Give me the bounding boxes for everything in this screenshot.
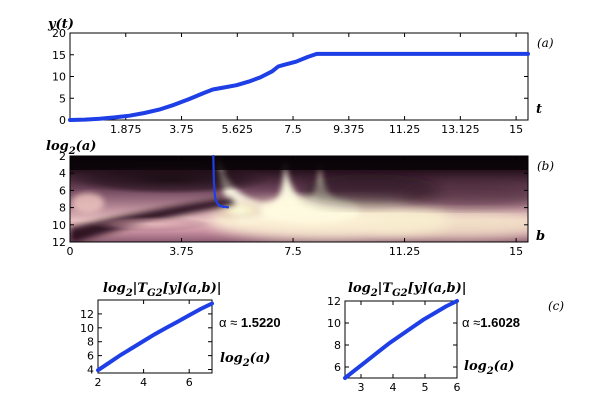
panel-b-y-tick-label: 4 [59, 167, 66, 180]
panel-b-y-tick-label: 8 [59, 202, 66, 215]
panel-c1-x-tick-label: 2 [95, 376, 102, 389]
panel-c-label: (c) [548, 299, 564, 313]
panel-c-left-series-line [96, 301, 214, 373]
panel-a-y-tick-label: 20 [52, 27, 66, 40]
panel-c-left-x-label: log2(a) [220, 351, 270, 369]
panel-a-y-tick-label: 5 [59, 92, 66, 105]
panel-a-frame [69, 32, 529, 121]
panel-c-right-frame [344, 300, 458, 379]
panel-c2-x-tick-label: 5 [422, 381, 429, 394]
panel-b-y-tick-label: 2 [59, 150, 66, 163]
panel-c-left-y-label: log2|TG2[y](a,b)| [103, 281, 222, 299]
panel-c1-x-tick-label: 6 [186, 376, 193, 389]
panel-a-x-tick-label: 7.5 [284, 123, 302, 136]
panel-b-frame [69, 155, 529, 243]
panel-a-label: (a) [537, 36, 554, 50]
panel-c-right-axes: 3 4 5 6 6 8 10 12 [327, 295, 461, 394]
panel-c1-x-tick-label: 4 [140, 376, 147, 389]
panel-a-x-tick-label: 11.25 [389, 123, 421, 136]
panel-a-y-tick-label: 15 [52, 49, 66, 62]
panel-c1-y-tick-label: 8 [87, 336, 94, 349]
panel-a-y-label: y(t) [47, 17, 74, 32]
panel-c1-y-tick-label: 12 [80, 308, 94, 321]
panel-a-y-tick-label: 10 [52, 71, 66, 84]
panel-a-x-tick-label: 1.875 [110, 123, 142, 136]
panel-a-x-tick-label: 13.125 [441, 123, 480, 136]
panel-b-y-tick-label: 10 [52, 219, 66, 232]
panel-c2-x-tick-label: 6 [454, 381, 461, 394]
panel-c2-x-tick-label: 4 [390, 381, 397, 394]
panel-b-heatmap [70, 156, 528, 242]
panel-c-right-y-label: log2|TG2[y](a,b)| [348, 281, 467, 299]
panel-c2-y-tick-label: 8 [334, 339, 341, 352]
panel-b: 0 3.75 7.5 11.25 15 2 4 6 8 10 12 log2(a) b (b) [46, 139, 554, 258]
panel-b-y-tick-label: 12 [52, 236, 66, 249]
panel-b-ridge-line [212, 154, 229, 209]
panel-c-left-alpha: α ≈ 1.5220 [219, 315, 281, 330]
panel-c1-y-tick-label: 4 [87, 364, 94, 377]
panel-c1-y-tick-label: 10 [80, 322, 94, 335]
panel-a-x-tick-label: 9.375 [333, 123, 365, 136]
panel-b-x-tick-label: 15 [509, 245, 523, 258]
panel-c2-y-tick-label: 12 [327, 295, 341, 308]
panel-c-right: 3 4 5 6 6 8 10 12 log2|TG2[y](a,b)| log2(a) α ≈… [327, 281, 564, 394]
panel-b-axes: 0 3.75 7.5 11.25 15 2 4 6 8 10 12 [52, 150, 528, 258]
panel-b-y-tick-label: 6 [59, 184, 66, 197]
panel-a-axes: 1.875 3.75 5.625 7.5 9.375 11.25 13.125 15 0 5 10 1… [52, 27, 528, 136]
panel-a: 1.875 3.75 5.625 7.5 9.375 11.25 13.125 15 0 5 10 1… [47, 17, 554, 136]
panel-c-right-alpha: α ≈1.6028 [462, 315, 520, 330]
panel-b-x-tick-label: 11.25 [389, 245, 421, 258]
panel-a-x-tick-label: 3.75 [169, 123, 194, 136]
panel-a-x-tick-label: 15 [509, 123, 523, 136]
panel-a-x-tick-label: 5.625 [222, 123, 254, 136]
panel-c-right-series-line [343, 299, 459, 380]
panel-a-x-label: t [536, 102, 542, 117]
panel-a-y-tick-label: 0 [59, 114, 66, 127]
panel-b-label: (b) [537, 159, 554, 173]
panel-c2-x-tick-label: 3 [358, 381, 365, 394]
panel-b-x-tick-label: 7.5 [284, 245, 302, 258]
panel-c-right-x-label: log2(a) [464, 359, 514, 377]
panel-b-x-tick-label: 0 [67, 245, 74, 258]
panel-c2-y-tick-label: 6 [334, 361, 341, 374]
panel-b-y-label: log2(a) [46, 139, 96, 157]
panel-c-left-frame [97, 299, 213, 374]
panel-c2-y-tick-label: 10 [327, 317, 341, 330]
panel-b-x-tick-label: 3.75 [169, 245, 194, 258]
panel-b-x-label: b [536, 229, 545, 244]
panel-c1-y-tick-label: 6 [87, 350, 94, 363]
panel-a-series-line [68, 51, 530, 122]
